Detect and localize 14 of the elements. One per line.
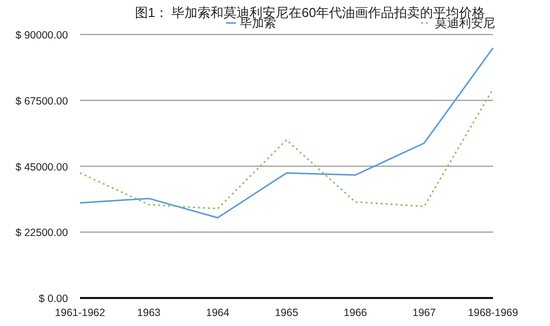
x-tick-label: 1963: [137, 307, 161, 319]
x-tick-label: 1964: [206, 307, 230, 319]
line-series: [79, 88, 494, 210]
y-tick-label: $ 90000.00: [15, 30, 68, 42]
x-tick-label: 1961-1962: [54, 307, 106, 319]
y-tick-label: $ 0.00: [38, 293, 68, 305]
x-tick-label: 1966: [344, 307, 368, 319]
x-tick-label: 1965: [274, 307, 298, 319]
x-tick-label: 1967: [412, 307, 436, 319]
y-tick-label: $ 22500.00: [15, 227, 68, 240]
x-tick-label: 1968-1969: [468, 307, 518, 319]
y-tick-label: $ 45000.00: [15, 161, 68, 174]
y-tick-label: $ 67500.00: [15, 95, 68, 108]
line-series: [79, 47, 494, 219]
